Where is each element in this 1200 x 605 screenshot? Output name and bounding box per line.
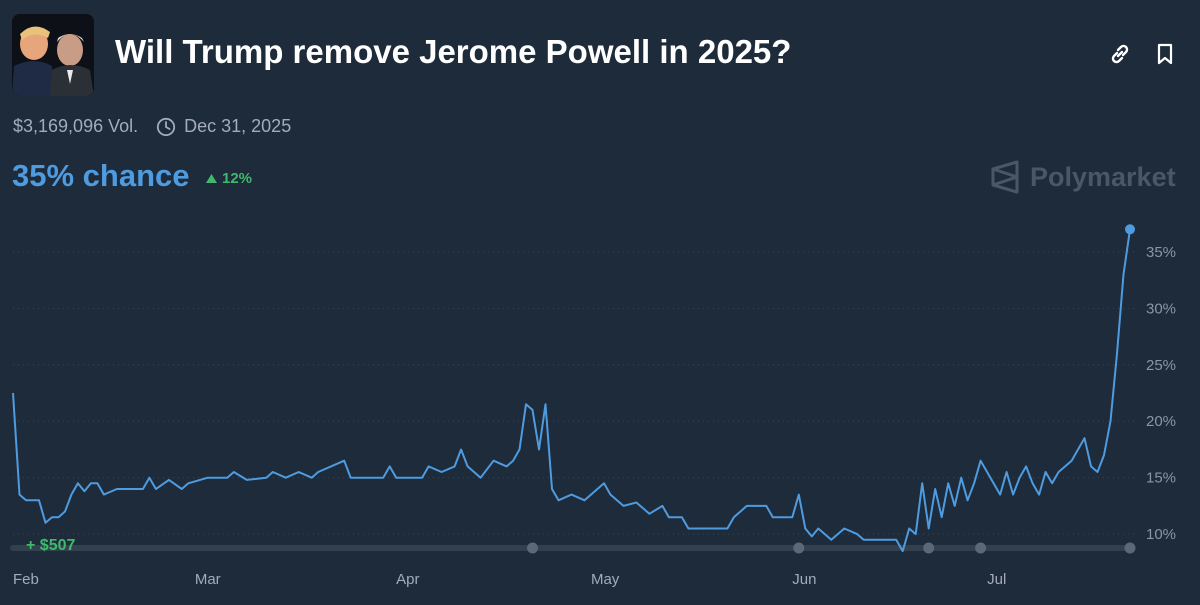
series-layer: [12, 224, 1135, 553]
x-tick-label: Jul: [987, 571, 1006, 588]
y-tick-label: 10%: [1146, 526, 1176, 543]
link-icon[interactable]: [1106, 40, 1134, 68]
y-tick-label: 25%: [1146, 357, 1176, 374]
timeline-marker[interactable]: [1124, 542, 1136, 554]
last-value-point: [1125, 224, 1135, 235]
y-axis-ticks: 10% 15% 20% 25% 30% 35%: [1146, 244, 1176, 543]
x-tick-label: Feb: [13, 571, 39, 588]
y-tick-label: 20%: [1146, 413, 1176, 430]
timeline-track[interactable]: [10, 542, 1136, 554]
volume-text: $3,169,096 Vol.: [13, 116, 139, 136]
timeline-marker[interactable]: [793, 542, 805, 554]
polymarket-logo: Polymarket: [990, 160, 1176, 194]
x-axis-ticks: Feb Mar Apr May Jun Jul: [13, 571, 1006, 588]
y-tick-label: 35%: [1146, 244, 1176, 261]
market-avatar: [12, 14, 94, 96]
change-badge: 12%: [206, 170, 252, 187]
pnl-label: + $507: [26, 537, 75, 554]
portrait-image: [12, 14, 94, 96]
clock-icon: [157, 117, 176, 136]
up-triangle-icon: [206, 174, 217, 183]
timeline-marker[interactable]: [975, 542, 987, 554]
x-tick-label: Mar: [195, 571, 221, 588]
bookmark-icon[interactable]: [1151, 40, 1179, 68]
polymarket-icon: [991, 160, 1019, 194]
series-line: [12, 229, 1131, 553]
timeline-marker[interactable]: [923, 542, 935, 554]
market-meta: $3,169,096 Vol. Dec 31, 2025: [13, 116, 291, 137]
page-title: Will Trump remove Jerome Powell in 2025?: [115, 33, 792, 70]
brand-name: Polymarket: [1030, 161, 1176, 192]
chance-value: 35% chance: [12, 158, 190, 193]
y-tick-label: 15%: [1146, 470, 1176, 487]
x-tick-label: Apr: [396, 571, 419, 588]
x-tick-label: Jun: [792, 571, 816, 588]
change-value: 12%: [222, 170, 253, 187]
gridlines: [13, 251, 1135, 535]
x-tick-label: May: [591, 571, 620, 588]
y-tick-label: 30%: [1146, 300, 1176, 317]
end-date-text: Dec 31, 2025: [184, 116, 292, 136]
timeline-marker[interactable]: [527, 542, 539, 554]
